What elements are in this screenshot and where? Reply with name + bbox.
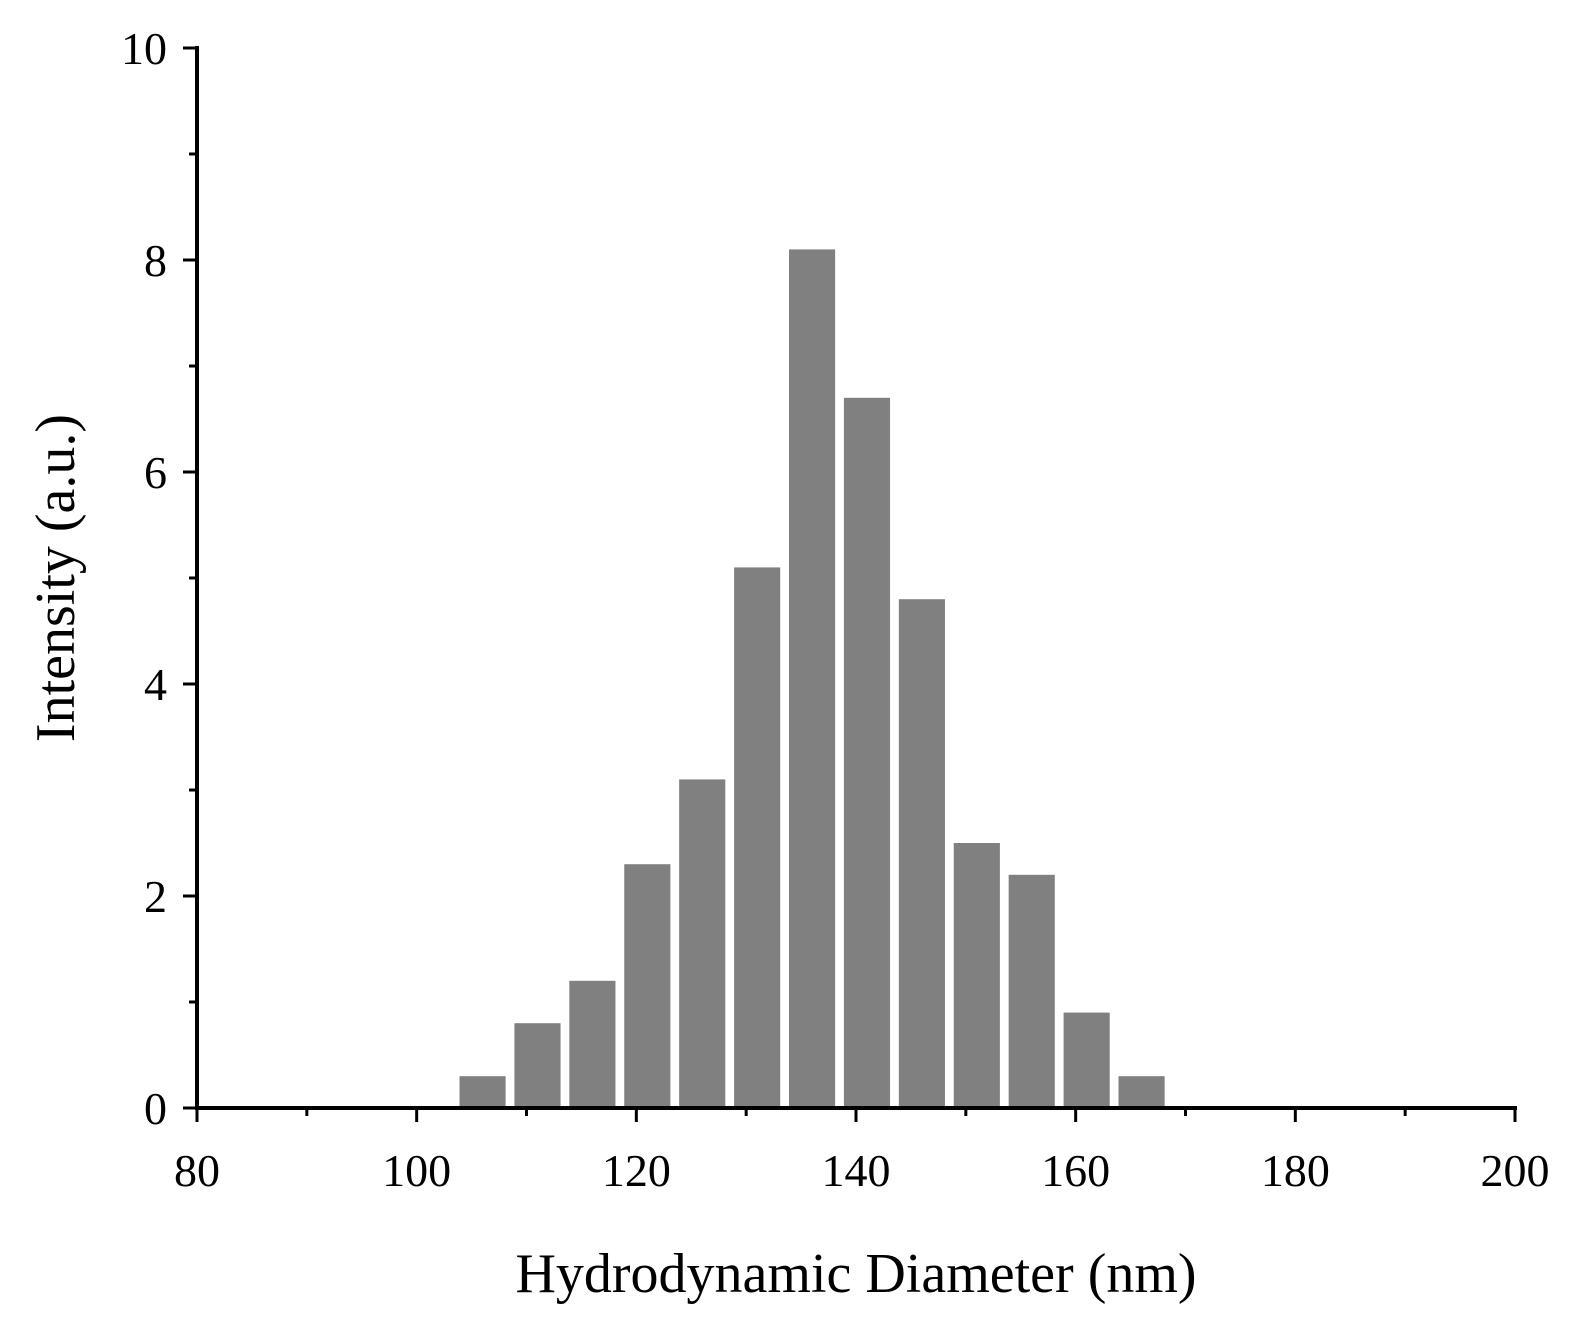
bar-4 — [679, 779, 726, 1108]
y-tick-label-1: 2 — [144, 871, 167, 922]
bar-10 — [1008, 874, 1055, 1108]
x-tick-label-0: 80 — [174, 1145, 220, 1196]
ticks-layer: 80 100 120 140 160 180 200 0 2 4 6 8 10 — [121, 23, 1550, 1196]
bar-8 — [898, 599, 945, 1108]
x-tick-label-3: 140 — [822, 1145, 891, 1196]
y-tick-label-4: 8 — [144, 235, 167, 286]
bar-2 — [569, 980, 616, 1108]
y-tick-label-0: 0 — [144, 1083, 167, 1134]
bar-12 — [1118, 1076, 1165, 1108]
bar-9 — [953, 843, 1000, 1108]
y-axis-title: Intensity (a.u.) — [25, 414, 87, 742]
x-tick-label-6: 200 — [1481, 1145, 1550, 1196]
x-tick-label-5: 180 — [1261, 1145, 1330, 1196]
bar-1 — [514, 1023, 561, 1108]
bar-3 — [624, 864, 671, 1108]
y-tick-label-5: 10 — [121, 23, 167, 74]
bar-11 — [1063, 1012, 1110, 1108]
bar-0 — [459, 1076, 506, 1108]
bar-7 — [843, 397, 891, 1108]
x-tick-label-2: 120 — [602, 1145, 671, 1196]
x-tick-label-1: 100 — [382, 1145, 451, 1196]
x-axis-title: Hydrodynamic Diameter (nm) — [515, 1243, 1196, 1305]
y-tick-label-2: 4 — [144, 659, 167, 710]
bar-5 — [734, 567, 781, 1108]
bar-6 — [789, 249, 836, 1108]
bars-layer — [459, 249, 1165, 1108]
x-tick-label-4: 160 — [1041, 1145, 1110, 1196]
y-tick-label-3: 6 — [144, 447, 167, 498]
